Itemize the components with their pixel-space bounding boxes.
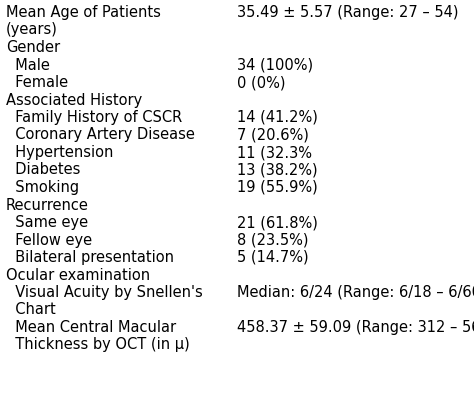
Text: Diabetes: Diabetes	[6, 162, 80, 178]
Text: Fellow eye: Fellow eye	[6, 233, 92, 248]
Text: Family History of CSCR: Family History of CSCR	[6, 110, 182, 125]
Text: Smoking: Smoking	[6, 180, 79, 195]
Text: Mean Central Macular
  Thickness by OCT (in μ): Mean Central Macular Thickness by OCT (i…	[6, 320, 190, 352]
Text: Same eye: Same eye	[6, 215, 88, 230]
Text: Coronary Artery Disease: Coronary Artery Disease	[6, 127, 194, 143]
Text: Hypertension: Hypertension	[6, 145, 113, 160]
Text: Mean Age of Patients
(years): Mean Age of Patients (years)	[6, 5, 161, 37]
Text: 13 (38.2%): 13 (38.2%)	[237, 162, 318, 178]
Text: Median: 6/24 (Range: 6/18 – 6/60): Median: 6/24 (Range: 6/18 – 6/60)	[237, 285, 474, 300]
Text: 8 (23.5%): 8 (23.5%)	[237, 233, 309, 248]
Text: 7 (20.6%): 7 (20.6%)	[237, 127, 309, 143]
Text: 34 (100%): 34 (100%)	[237, 57, 313, 72]
Text: 11 (32.3%: 11 (32.3%	[237, 145, 312, 160]
Text: Visual Acuity by Snellen's
  Chart: Visual Acuity by Snellen's Chart	[6, 285, 202, 317]
Text: Recurrence: Recurrence	[6, 198, 89, 213]
Text: 5 (14.7%): 5 (14.7%)	[237, 250, 309, 265]
Text: Male: Male	[6, 57, 50, 72]
Text: Gender: Gender	[6, 40, 60, 55]
Text: 14 (41.2%): 14 (41.2%)	[237, 110, 318, 125]
Text: Ocular examination: Ocular examination	[6, 268, 150, 283]
Text: Female: Female	[6, 75, 68, 90]
Text: 0 (0%): 0 (0%)	[237, 75, 285, 90]
Text: 19 (55.9%): 19 (55.9%)	[237, 180, 318, 195]
Text: Bilateral presentation: Bilateral presentation	[6, 250, 173, 265]
Text: 35.49 ± 5.57 (Range: 27 – 54): 35.49 ± 5.57 (Range: 27 – 54)	[237, 5, 458, 20]
Text: Associated History: Associated History	[6, 92, 142, 108]
Text: 458.37 ± 59.09 (Range: 312 – 562): 458.37 ± 59.09 (Range: 312 – 562)	[237, 320, 474, 335]
Text: 21 (61.8%): 21 (61.8%)	[237, 215, 318, 230]
